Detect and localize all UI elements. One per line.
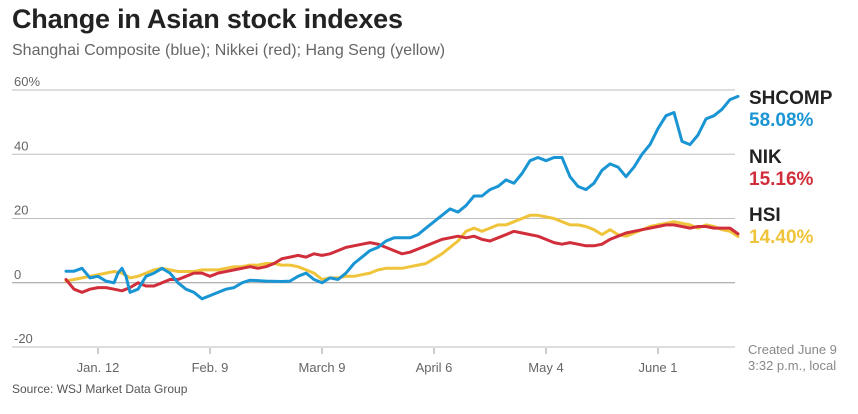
series-line-hsi	[64, 213, 740, 283]
x-tick-label: March 9	[299, 360, 346, 375]
series-line-shcomp	[64, 94, 740, 301]
x-tick-label: Feb. 9	[192, 360, 229, 375]
created-time: 3:32 p.m., local	[748, 358, 837, 373]
series-name-hsi: HSI	[749, 205, 781, 226]
series-value-hsi: 14.40%	[749, 227, 814, 248]
y-tick-label: 0	[14, 267, 21, 282]
x-tick-label: April 6	[416, 360, 453, 375]
y-tick-label: 20	[14, 203, 28, 218]
y-tick-label: -20	[14, 331, 33, 346]
series-value-shcomp: 58.08%	[749, 110, 814, 131]
series-value-nik: 15.16%	[749, 169, 814, 190]
chart-subtitle: Shanghai Composite (blue); Nikkei (red);…	[12, 42, 446, 59]
series-line-nik	[64, 223, 740, 294]
y-tick-label: 60%	[14, 74, 40, 89]
x-tick-label: Jan. 12	[77, 360, 120, 375]
created-note: Created June 9 3:32 p.m., local	[748, 342, 837, 374]
x-tick-label: June 1	[638, 360, 677, 375]
source-note: Source: WSJ Market Data Group	[12, 382, 188, 396]
y-tick-label: 40	[14, 138, 28, 153]
x-tick-label: May 4	[528, 360, 563, 375]
series-name-shcomp: SHCOMP	[749, 88, 833, 109]
chart-title: Change in Asian stock indexes	[12, 4, 403, 34]
series-name-nik: NIK	[749, 147, 782, 168]
created-date: Created June 9	[748, 342, 837, 357]
